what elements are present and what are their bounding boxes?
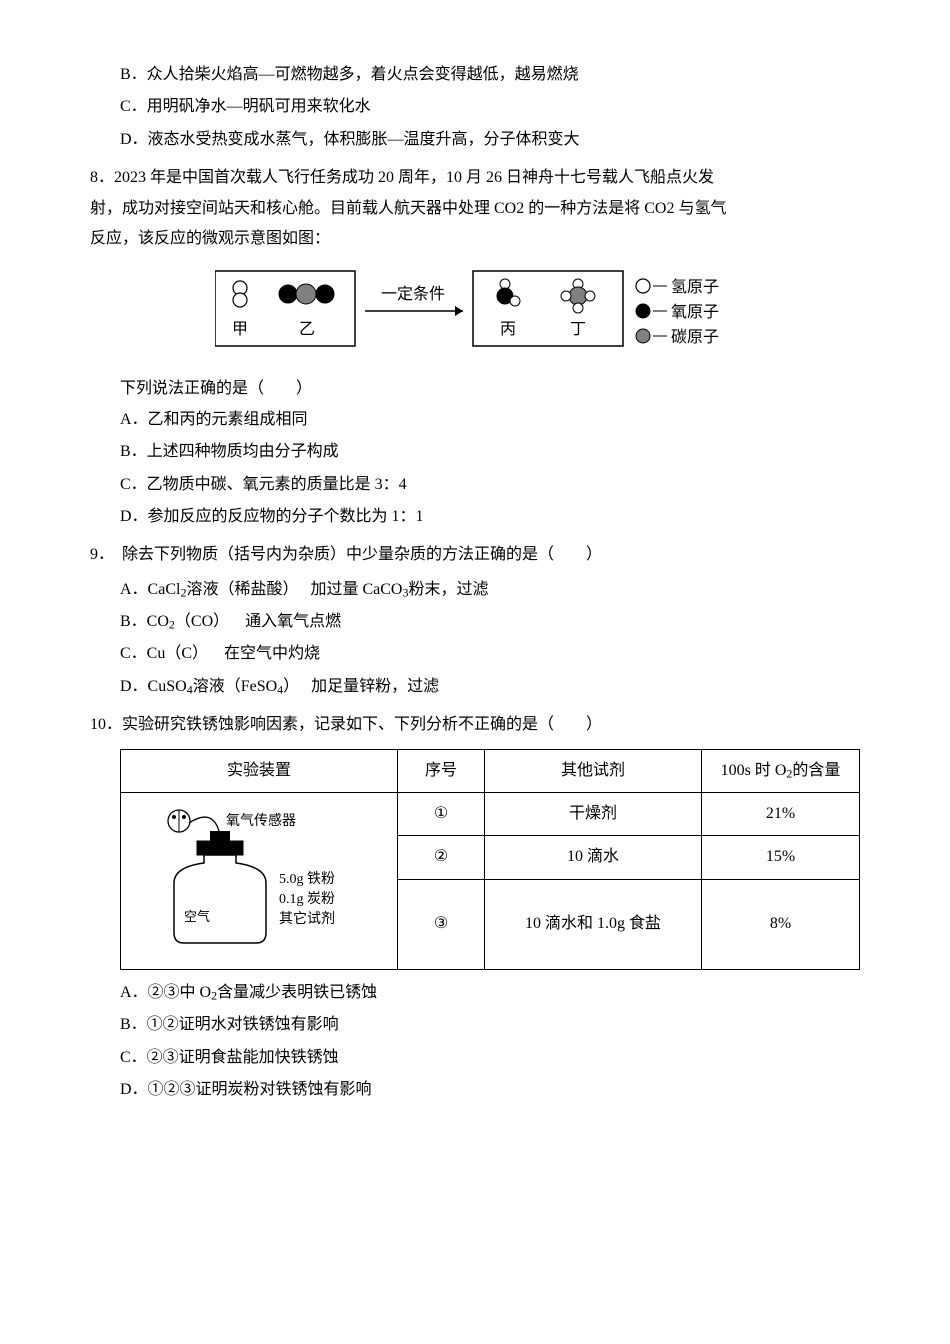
label-jia: 甲: [232, 321, 248, 338]
legend-c: 碳原子: [671, 328, 719, 346]
row1-reagent: 干燥剂: [485, 793, 702, 836]
q9-option-d: D．CuSO4溶液（FeSO4） 加足量锌粉，过滤: [120, 672, 860, 702]
row3-o2: 8%: [702, 879, 860, 969]
label-bing: 丙: [500, 321, 516, 338]
q8-stem: 8．2023 年是中国首次载人飞行任务成功 20 周年，10 月 26 日神舟十…: [90, 163, 860, 254]
sensor-label: 氧气传感器: [226, 812, 296, 829]
q8-sub-stem: 下列说法正确的是（ ）: [120, 374, 860, 404]
q10-option-a: A．②③中 O2含量减少表明铁已锈蚀: [120, 978, 860, 1008]
q8-option-d: D．参加反应的反应物的分子个数比为 1：1: [120, 502, 860, 532]
row1-o2: 21%: [702, 793, 860, 836]
q10-option-d: D．①②③证明炭粉对铁锈蚀有影响: [120, 1075, 860, 1105]
th-seq: 序号: [398, 749, 485, 792]
q10-option-c: C．②③证明食盐能加快铁锈蚀: [120, 1043, 860, 1073]
q10-option-b: B．①②证明水对铁锈蚀有影响: [120, 1010, 860, 1040]
row2-o2: 15%: [702, 836, 860, 879]
q8-option-c: C．乙物质中碳、氧元素的质量比是 3：4: [120, 470, 860, 500]
th-o2: 100s 时 O2的含量: [702, 749, 860, 792]
row3-reagent: 10 滴水和 1.0g 食盐: [485, 879, 702, 969]
th-apparatus: 实验装置: [121, 749, 398, 792]
q8-option-b: B．上述四种物质均由分子构成: [120, 437, 860, 467]
th-reagent: 其他试剂: [485, 749, 702, 792]
q9-stem: 9． 除去下列物质（括号内为杂质）中少量杂质的方法正确的是（ ）: [90, 540, 860, 570]
q10-stem: 10．实验研究铁锈蚀影响因素，记录如下、下列分析不正确的是（ ）: [90, 710, 860, 740]
line3: 其它试剂: [279, 910, 335, 927]
q9-option-b: B．CO2（CO） 通入氧气点燃: [120, 607, 860, 637]
q8-stem-line3: 反应，该反应的微观示意图如图：: [90, 224, 860, 254]
air-label: 空气: [184, 909, 210, 924]
q7-option-c: C．用明矾净水—明矾可用来软化水: [120, 92, 860, 122]
q7-option-b: B．众人拾柴火焰高—可燃物越多，着火点会变得越低，越易燃烧: [120, 60, 860, 90]
label-yi: 乙: [299, 321, 315, 338]
label-ding: 丁: [570, 321, 586, 338]
line1: 5.0g 铁粉: [279, 871, 335, 887]
q8-diagram: 甲 乙 一定条件 丙 丁 氢原子 氧原子 碳原子: [90, 266, 860, 356]
row2-reagent: 10 滴水: [485, 836, 702, 879]
arrow-text: 一定条件: [381, 285, 445, 303]
q7-option-d: D．液态水受热变成水蒸气，体积膨胀—温度升高，分子体积变大: [120, 125, 860, 155]
row2-seq: ②: [398, 836, 485, 879]
q8-stem-line2: 射，成功对接空间站天和核心舱。目前载人航天器中处理 CO2 的一种方法是将 CO…: [90, 194, 860, 224]
legend-h: 氢原子: [671, 278, 719, 296]
q8-stem-line1: 8．2023 年是中国首次载人飞行任务成功 20 周年，10 月 26 日神舟十…: [90, 163, 860, 193]
row3-seq: ③: [398, 879, 485, 969]
q8-option-a: A．乙和丙的元素组成相同: [120, 405, 860, 435]
legend-o: 氧原子: [671, 303, 719, 321]
row1-seq: ①: [398, 793, 485, 836]
apparatus-cell: 氧气传感器 空气 5.0g 铁粉 0.1g 炭粉 其它试剂: [121, 793, 398, 970]
line2: 0.1g 炭粉: [279, 891, 335, 907]
q9-option-a: A．CaCl2溶液（稀盐酸） 加过量 CaCO3粉末，过滤: [120, 575, 860, 605]
q10-table: 实验装置 序号 其他试剂 100s 时 O2的含量 氧气传感器: [120, 749, 860, 970]
q9-option-c: C．Cu（C） 在空气中灼烧: [120, 639, 860, 669]
